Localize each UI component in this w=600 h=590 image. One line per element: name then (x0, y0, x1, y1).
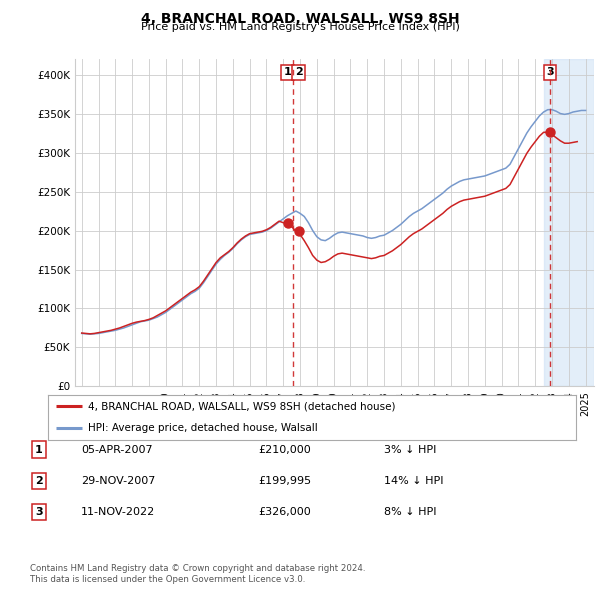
Text: 8% ↓ HPI: 8% ↓ HPI (384, 507, 437, 517)
Text: 2: 2 (295, 67, 302, 77)
Text: HPI: Average price, detached house, Walsall: HPI: Average price, detached house, Wals… (88, 424, 317, 434)
Bar (544, 59, 594, 386)
Text: 11-NOV-2022: 11-NOV-2022 (81, 507, 155, 517)
Text: 14% ↓ HPI: 14% ↓ HPI (384, 476, 443, 486)
Text: 1: 1 (35, 445, 43, 454)
Text: £210,000: £210,000 (258, 445, 311, 454)
Text: 4, BRANCHAL ROAD, WALSALL, WS9 8SH (detached house): 4, BRANCHAL ROAD, WALSALL, WS9 8SH (deta… (88, 401, 395, 411)
Text: £326,000: £326,000 (258, 507, 311, 517)
Text: 1: 1 (284, 67, 292, 77)
Text: 2: 2 (35, 476, 43, 486)
Text: 3: 3 (35, 507, 43, 517)
Text: 3% ↓ HPI: 3% ↓ HPI (384, 445, 436, 454)
Text: 29-NOV-2007: 29-NOV-2007 (81, 476, 155, 486)
Text: This data is licensed under the Open Government Licence v3.0.: This data is licensed under the Open Gov… (30, 575, 305, 584)
Text: 3: 3 (546, 67, 554, 77)
Text: Price paid vs. HM Land Registry's House Price Index (HPI): Price paid vs. HM Land Registry's House … (140, 22, 460, 32)
Text: 05-APR-2007: 05-APR-2007 (81, 445, 152, 454)
Text: 4, BRANCHAL ROAD, WALSALL, WS9 8SH: 4, BRANCHAL ROAD, WALSALL, WS9 8SH (140, 12, 460, 26)
Text: £199,995: £199,995 (258, 476, 311, 486)
Text: Contains HM Land Registry data © Crown copyright and database right 2024.: Contains HM Land Registry data © Crown c… (30, 565, 365, 573)
